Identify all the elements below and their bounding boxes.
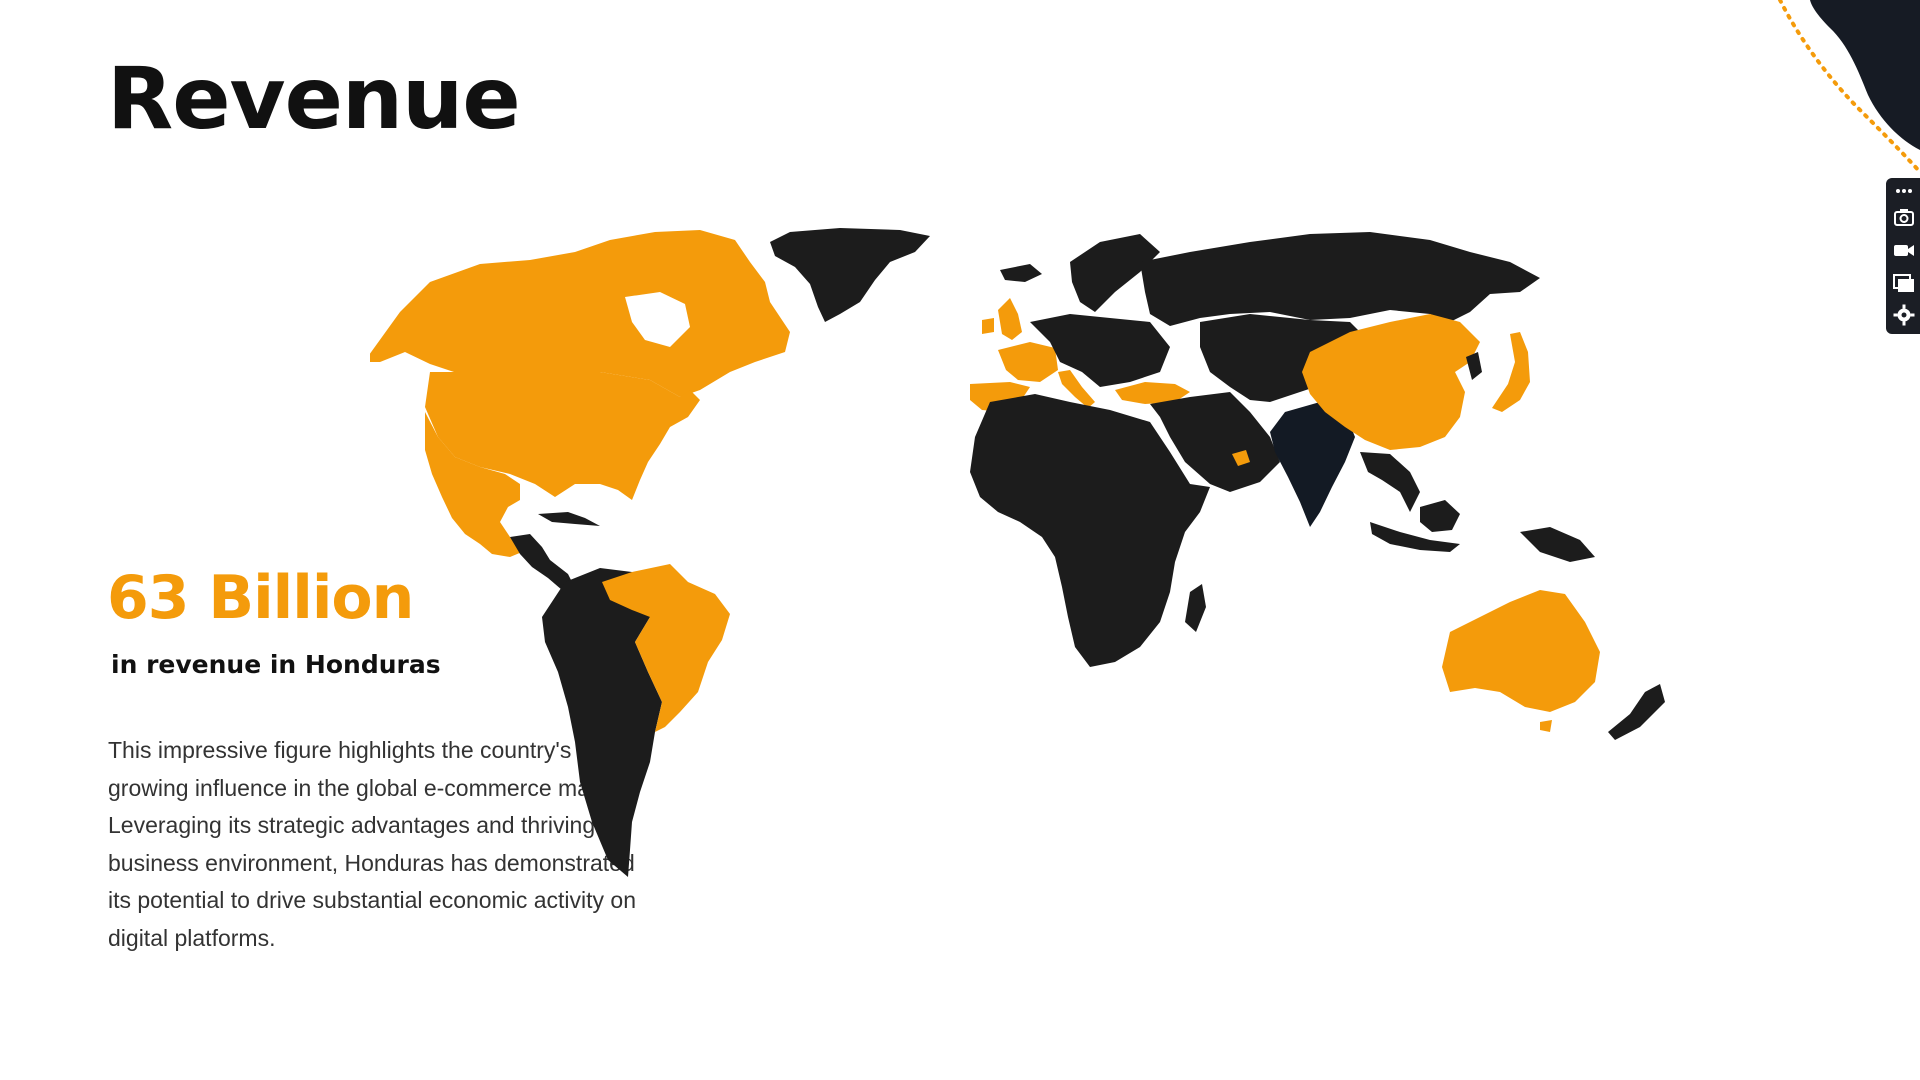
map-region-mexico	[425, 412, 522, 557]
map-region-korea	[1466, 352, 1482, 380]
corner-blob-shape	[1810, 0, 1920, 150]
gear-icon[interactable]	[1891, 302, 1917, 328]
map-region-ireland	[982, 318, 994, 334]
map-region-france	[998, 342, 1058, 382]
map-region-hudson-bay	[625, 292, 690, 347]
settings-dots-icon[interactable]	[1891, 182, 1917, 200]
map-region-tasmania	[1540, 720, 1552, 732]
video-icon[interactable]	[1891, 237, 1917, 263]
map-region-central-america	[510, 534, 575, 590]
map-region-china	[1302, 314, 1480, 450]
map-region-iceland	[1000, 264, 1042, 282]
map-region-middle-east	[1150, 392, 1280, 492]
map-region-uae	[1232, 450, 1250, 466]
map-region-italy	[1058, 370, 1095, 408]
map-region-united-states	[425, 372, 700, 500]
map-region-brazil	[602, 564, 730, 732]
map-region-japan	[1492, 332, 1530, 412]
map-region-borneo	[1420, 500, 1460, 532]
side-toolbar	[1886, 178, 1920, 334]
map-region-africa	[970, 394, 1210, 667]
map-region-papua-new-guinea	[1520, 527, 1595, 562]
map-region-central-europe	[1030, 314, 1170, 387]
world-map	[370, 222, 1870, 962]
map-region-united-kingdom	[998, 298, 1022, 340]
description-paragraph: This impressive figure highlights the co…	[108, 737, 636, 951]
layers-icon[interactable]	[1891, 270, 1917, 296]
map-region-india	[1270, 402, 1355, 527]
map-region-canada	[370, 230, 790, 397]
map-region-madagascar	[1185, 584, 1206, 632]
map-region-scandinavia	[1070, 234, 1160, 312]
corner-decoration	[1778, 0, 1920, 174]
map-region-southeast-asia	[1360, 452, 1420, 512]
stat-caption: in revenue in Honduras	[111, 650, 441, 679]
camera-icon[interactable]	[1891, 204, 1917, 230]
map-region-new-zealand	[1608, 684, 1665, 740]
page-title: Revenue	[107, 49, 521, 149]
corner-dotted-line	[1778, 0, 1920, 174]
map-region-russia	[1140, 232, 1540, 326]
map-region-greenland	[770, 228, 930, 322]
map-region-cuba	[538, 512, 600, 526]
map-region-indonesia	[1370, 522, 1460, 552]
stat-value: 63 Billion	[107, 563, 414, 633]
map-region-turkey	[1115, 382, 1190, 404]
map-region-australia	[1442, 590, 1600, 712]
map-region-south-america-west	[542, 568, 670, 877]
